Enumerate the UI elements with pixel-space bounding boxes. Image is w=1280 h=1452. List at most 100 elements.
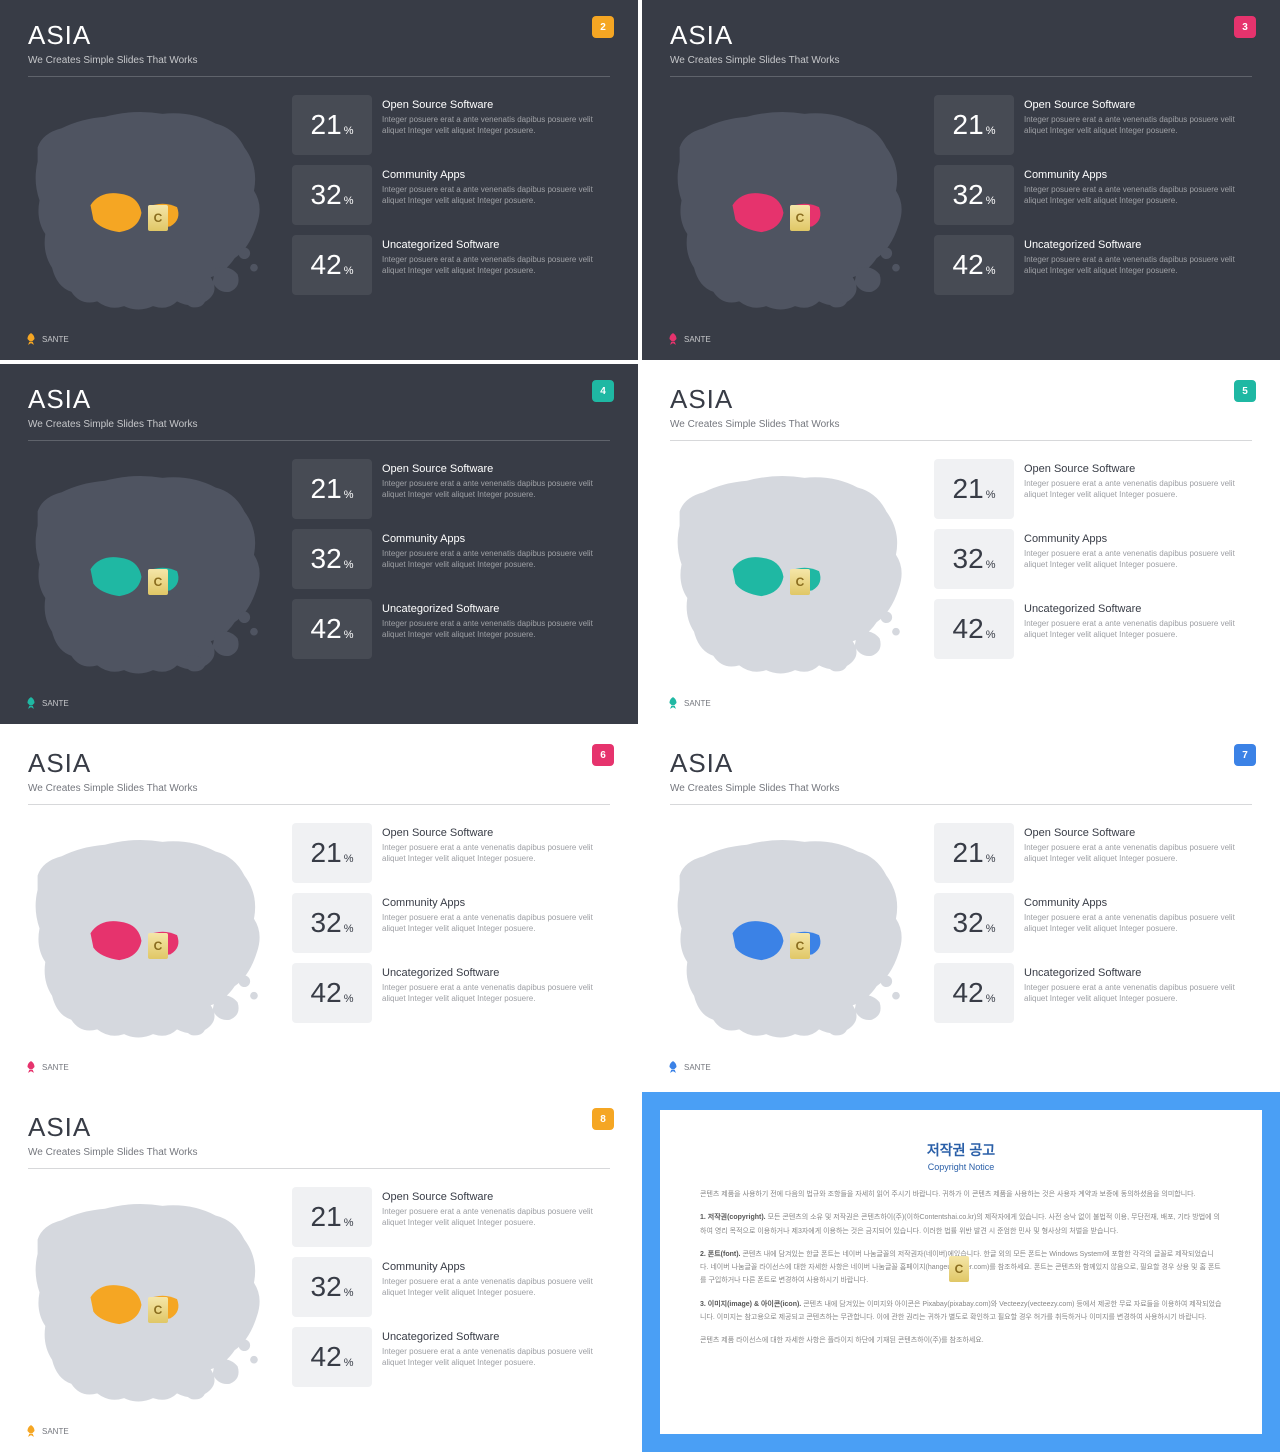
stat-desc: Integer posuere erat a ante venenatis da… xyxy=(1024,982,1252,1004)
stat-unit: % xyxy=(344,853,354,865)
stat-value: 21 xyxy=(311,837,342,869)
stat-desc: Integer posuere erat a ante venenatis da… xyxy=(382,1206,610,1228)
stat-desc: Integer posuere erat a ante venenatis da… xyxy=(382,114,610,136)
stat-title: Uncategorized Software xyxy=(1024,603,1252,615)
stat-row: 21 % Open Source Software Integer posuer… xyxy=(934,823,1252,883)
stat-box: 42 % xyxy=(292,599,372,659)
stat-row: 32 % Community Apps Integer posuere erat… xyxy=(934,893,1252,953)
stat-row: 42 % Uncategorized Software Integer posu… xyxy=(292,963,610,1023)
stat-value: 42 xyxy=(311,249,342,281)
stat-title: Open Source Software xyxy=(1024,827,1252,839)
slide-number-badge: 7 xyxy=(1234,744,1256,766)
notice-p4: 3. 이미지(image) & 아이콘(icon). 콘텐츠 내에 담겨있는 이… xyxy=(700,1298,1222,1325)
stat-unit: % xyxy=(344,195,354,207)
slide-number-badge: 4 xyxy=(592,380,614,402)
stat-text: Uncategorized Software Integer posuere e… xyxy=(382,235,610,295)
content-area: C 21 % Open Source Software Integer posu… xyxy=(28,823,610,1053)
stat-box: 32 % xyxy=(292,529,372,589)
stat-value: 42 xyxy=(953,613,984,645)
rocket-icon xyxy=(24,1060,38,1074)
rocket-icon xyxy=(24,1424,38,1438)
stat-row: 32 % Community Apps Integer posuere erat… xyxy=(292,529,610,589)
slide-title: ASIA xyxy=(28,1112,610,1143)
stat-title: Uncategorized Software xyxy=(382,967,610,979)
slide: 2 ASIA We Creates Simple Slides That Wor… xyxy=(0,0,638,360)
stat-text: Open Source Software Integer posuere era… xyxy=(382,823,610,883)
content-area: C 21 % Open Source Software Integer posu… xyxy=(670,95,1252,325)
center-badge-icon: C xyxy=(148,569,168,595)
divider xyxy=(28,1168,610,1169)
stat-value: 21 xyxy=(953,109,984,141)
stat-title: Open Source Software xyxy=(382,99,610,111)
stats-column: 21 % Open Source Software Integer posuer… xyxy=(934,459,1252,689)
stat-title: Uncategorized Software xyxy=(382,1331,610,1343)
stat-text: Uncategorized Software Integer posuere e… xyxy=(1024,235,1252,295)
map-area: C xyxy=(28,459,278,689)
center-badge-icon: C xyxy=(148,933,168,959)
stats-column: 21 % Open Source Software Integer posuer… xyxy=(934,823,1252,1053)
stat-text: Uncategorized Software Integer posuere e… xyxy=(382,1327,610,1387)
center-badge-icon: C xyxy=(790,205,810,231)
stat-desc: Integer posuere erat a ante venenatis da… xyxy=(382,254,610,276)
divider xyxy=(670,76,1252,77)
footer-logo: SANTE xyxy=(24,696,69,710)
stat-value: 32 xyxy=(953,543,984,575)
stat-value: 32 xyxy=(953,907,984,939)
stat-value: 42 xyxy=(953,977,984,1009)
stat-box: 21 % xyxy=(292,1187,372,1247)
stat-box: 42 % xyxy=(292,1327,372,1387)
stat-title: Community Apps xyxy=(382,1261,610,1273)
stat-box: 21 % xyxy=(292,823,372,883)
stat-row: 21 % Open Source Software Integer posuer… xyxy=(934,95,1252,155)
map-area: C xyxy=(28,95,278,325)
stat-title: Open Source Software xyxy=(1024,99,1252,111)
stat-title: Uncategorized Software xyxy=(382,239,610,251)
stat-desc: Integer posuere erat a ante venenatis da… xyxy=(1024,548,1252,570)
slide: 6 ASIA We Creates Simple Slides That Wor… xyxy=(0,728,638,1088)
copyright-notice-slide: 저작권 공고 Copyright Notice 콘텐츠 제품을 사용하기 전에 … xyxy=(642,1092,1280,1452)
stat-box: 42 % xyxy=(292,235,372,295)
footer-logo: SANTE xyxy=(666,696,711,710)
stat-unit: % xyxy=(344,1287,354,1299)
rocket-icon xyxy=(666,696,680,710)
stat-unit: % xyxy=(986,125,996,137)
slide-subtitle: We Creates Simple Slides That Works xyxy=(670,55,1252,66)
map-area: C xyxy=(670,459,920,689)
center-badge-icon: C xyxy=(790,933,810,959)
stat-desc: Integer posuere erat a ante venenatis da… xyxy=(382,618,610,640)
stat-value: 32 xyxy=(311,543,342,575)
stat-desc: Integer posuere erat a ante venenatis da… xyxy=(1024,912,1252,934)
slide-subtitle: We Creates Simple Slides That Works xyxy=(28,783,610,794)
stat-unit: % xyxy=(986,489,996,501)
stat-box: 32 % xyxy=(934,893,1014,953)
stat-row: 32 % Community Apps Integer posuere erat… xyxy=(934,529,1252,589)
footer-text: SANTE xyxy=(684,699,711,708)
stats-column: 21 % Open Source Software Integer posuer… xyxy=(292,95,610,325)
divider xyxy=(670,804,1252,805)
stat-row: 42 % Uncategorized Software Integer posu… xyxy=(934,599,1252,659)
stat-text: Community Apps Integer posuere erat a an… xyxy=(382,165,610,225)
stat-title: Community Apps xyxy=(382,169,610,181)
stat-title: Open Source Software xyxy=(382,827,610,839)
footer-text: SANTE xyxy=(684,1063,711,1072)
slide-title: ASIA xyxy=(670,384,1252,415)
stat-row: 21 % Open Source Software Integer posuer… xyxy=(934,459,1252,519)
stat-text: Open Source Software Integer posuere era… xyxy=(1024,823,1252,883)
stat-desc: Integer posuere erat a ante venenatis da… xyxy=(382,548,610,570)
slide-number-badge: 8 xyxy=(592,1108,614,1130)
stat-title: Uncategorized Software xyxy=(1024,967,1252,979)
notice-p2: 1. 저작권(copyright). 모든 콘텐츠의 소유 및 저작권은 콘텐츠… xyxy=(700,1211,1222,1238)
stat-desc: Integer posuere erat a ante venenatis da… xyxy=(382,842,610,864)
stat-value: 32 xyxy=(311,907,342,939)
map-area: C xyxy=(28,823,278,1053)
stat-value: 21 xyxy=(311,473,342,505)
slide: 8 ASIA We Creates Simple Slides That Wor… xyxy=(0,1092,638,1452)
footer-text: SANTE xyxy=(684,335,711,344)
stat-row: 32 % Community Apps Integer posuere erat… xyxy=(292,165,610,225)
center-badge-icon: C xyxy=(949,1256,969,1282)
stat-title: Uncategorized Software xyxy=(382,603,610,615)
stat-text: Open Source Software Integer posuere era… xyxy=(382,459,610,519)
stat-unit: % xyxy=(344,489,354,501)
stat-text: Uncategorized Software Integer posuere e… xyxy=(382,963,610,1023)
stat-value: 32 xyxy=(311,179,342,211)
